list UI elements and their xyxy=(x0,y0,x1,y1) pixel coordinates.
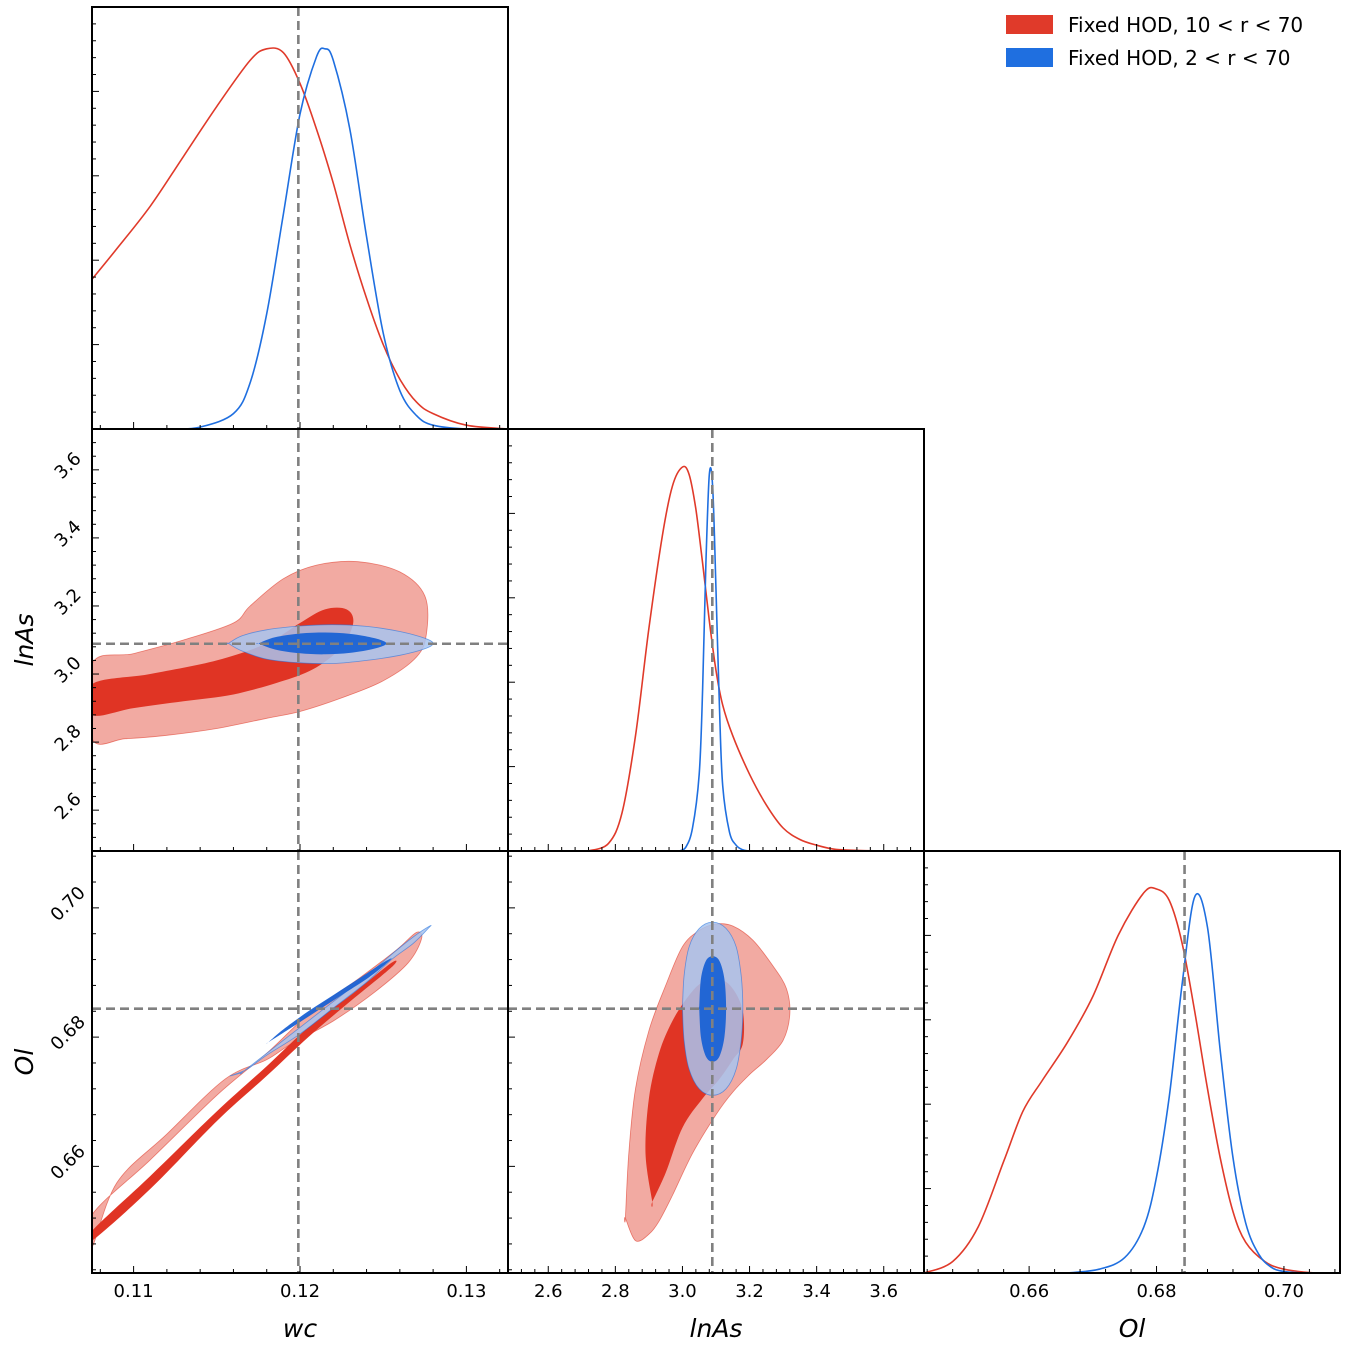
y-tick-label-Ol: 0.66 xyxy=(47,1141,90,1184)
y-tick-label-lnAs: 2.6 xyxy=(51,789,86,824)
contour-inner-wc_Ol-series-0 xyxy=(92,960,397,1241)
marginal-curve-wc-series-0 xyxy=(92,47,508,429)
panel-content xyxy=(588,429,924,851)
x-tick-label-lnAs: 2.6 xyxy=(534,1281,563,1302)
panels-layer: 0.11 0.12 0.13 wc 2.6 2.8 3.0 3.2 3.4 3.6 lnAs 0.66… xyxy=(10,6,1341,1343)
x-tick-label-lnAs: 3.4 xyxy=(802,1281,831,1302)
panel-frame xyxy=(923,850,1341,1274)
x-axis-label-Ol: Ol xyxy=(1119,1314,1146,1343)
x-tick-label-lnAs: 2.8 xyxy=(601,1281,630,1302)
y-tick-label-lnAs: 2.8 xyxy=(51,721,86,756)
panel-wc-Ol xyxy=(91,850,509,1274)
marginal-curve-wc-series-1 xyxy=(175,47,508,429)
y-axis-label-lnAs: lnAs xyxy=(10,614,39,667)
legend-swatch-red xyxy=(1006,15,1053,34)
x-tick-label-lnAs: 3.2 xyxy=(735,1281,764,1302)
y-tick-label-Ol: 0.68 xyxy=(47,1012,90,1055)
x-tick-label-wc: 0.12 xyxy=(280,1281,320,1302)
panel-frame xyxy=(91,850,509,1274)
marginal-curve-Ol-series-0 xyxy=(924,886,1340,1273)
legend-label-blue: Fixed HOD, 2 < r < 70 xyxy=(1068,46,1290,70)
panel-content xyxy=(92,429,508,851)
y-axis-label-Ol: Ol xyxy=(10,1049,39,1076)
panel-content xyxy=(924,851,1340,1273)
x-tick-label-Ol: 0.66 xyxy=(1009,1281,1049,1302)
panel-frame xyxy=(507,428,925,852)
panel-content xyxy=(92,7,508,429)
panel-Ol-Ol xyxy=(923,850,1341,1274)
panel-lnAs-Ol xyxy=(507,850,925,1274)
contour-outer-wc_Ol-series-1 xyxy=(229,924,432,1077)
y-tick-label-lnAs: 3.6 xyxy=(51,448,86,483)
panel-wc-lnAs xyxy=(91,428,509,852)
y-tick-label-Ol: 0.70 xyxy=(47,882,90,925)
legend-swatch-blue xyxy=(1006,48,1053,67)
panel-lnAs-lnAs xyxy=(507,428,925,852)
x-tick-label-lnAs: 3.6 xyxy=(869,1281,898,1302)
panel-frame xyxy=(91,6,509,430)
panel-wc-wc xyxy=(91,6,509,430)
x-tick-label-Ol: 0.68 xyxy=(1136,1281,1176,1302)
x-axis-label-wc: wc xyxy=(283,1314,317,1343)
x-tick-label-lnAs: 3.0 xyxy=(668,1281,697,1302)
contour-inner-wc_Ol-series-1 xyxy=(265,958,392,1045)
marginal-curve-lnAs-series-0 xyxy=(588,465,924,851)
x-axis-label-lnAs: lnAs xyxy=(690,1314,743,1343)
x-tick-label-Ol: 0.70 xyxy=(1264,1281,1304,1302)
x-tick-label-wc: 0.11 xyxy=(114,1281,154,1302)
y-tick-label-lnAs: 3.0 xyxy=(51,653,86,688)
marginal-curve-Ol-series-1 xyxy=(1067,893,1304,1273)
panel-content xyxy=(508,851,924,1273)
legend-label-red: Fixed HOD, 10 < r < 70 xyxy=(1068,13,1303,37)
panel-content xyxy=(92,851,508,1273)
x-tick-label-wc: 0.13 xyxy=(446,1281,486,1302)
legend: Fixed HOD, 10 < r < 70 Fixed HOD, 2 < r … xyxy=(1006,13,1303,70)
y-tick-label-lnAs: 3.4 xyxy=(51,516,86,551)
y-tick-label-lnAs: 3.2 xyxy=(51,585,86,620)
